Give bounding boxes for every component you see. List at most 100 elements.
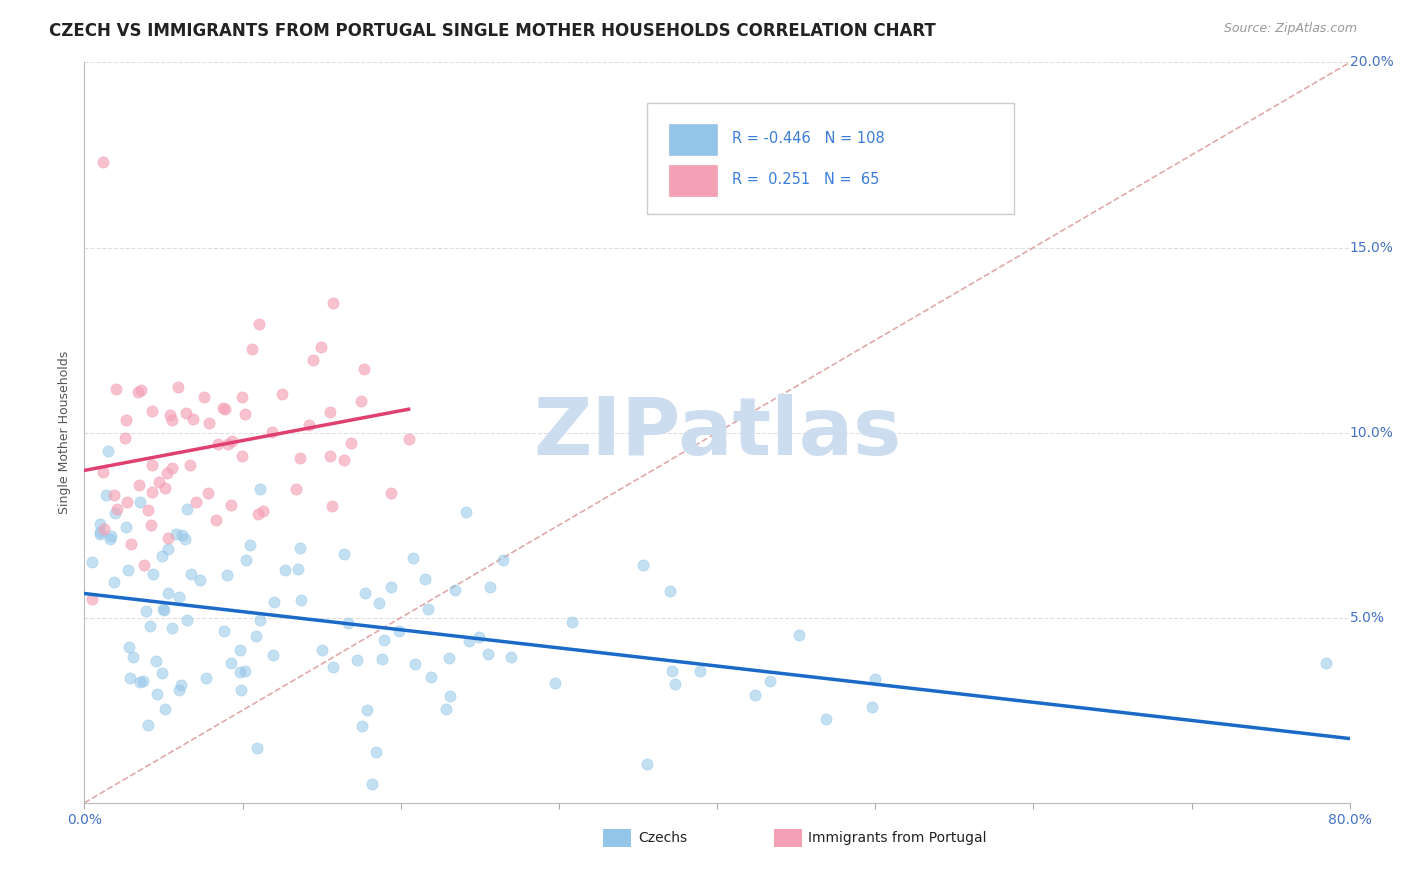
Point [380,580,402,594]
Point [439,689,461,703]
Point [93,465,115,479]
Point [350,393,373,408]
Point [129,494,152,508]
Point [319,449,342,463]
Text: Immigrants from Portugal: Immigrants from Portugal [808,830,987,845]
Point [180,567,202,582]
Point [165,526,187,541]
Point [477,648,499,662]
Text: ZIPatlas: ZIPatlas [533,393,901,472]
Point [290,593,312,607]
Point [176,613,198,627]
Text: CZECH VS IMMIGRANTS FROM PORTUGAL SINGLE MOTHER HOUSEHOLDS CORRELATION CHART: CZECH VS IMMIGRANTS FROM PORTUGAL SINGLE… [49,22,936,40]
Text: R = -0.446   N = 108: R = -0.446 N = 108 [733,131,884,146]
Point [120,537,142,551]
Point [233,408,256,422]
Point [309,340,332,354]
Point [689,665,711,679]
FancyBboxPatch shape [648,103,1015,214]
Point [298,418,321,433]
Point [219,499,242,513]
Point [204,513,226,527]
Point [129,383,152,397]
Point [247,318,270,332]
Point [245,629,267,643]
Point [105,502,128,516]
Point [285,482,308,496]
Point [157,586,180,600]
Point [221,434,243,449]
Point [364,745,387,759]
Text: 5.0%: 5.0% [1350,611,1385,624]
Text: 20.0%: 20.0% [1350,55,1393,70]
Point [167,682,190,697]
Point [229,643,252,657]
Point [388,624,411,639]
Point [156,467,179,481]
Point [212,624,235,639]
Point [150,549,173,563]
Point [444,583,467,598]
Point [132,558,155,573]
Point [217,437,239,451]
Point [815,712,838,726]
Point [402,550,425,565]
Point [263,594,285,608]
Point [636,756,658,771]
Point [212,401,235,416]
Point [249,483,271,497]
Point [155,702,177,716]
Point [89,526,111,541]
Point [758,674,780,689]
Point [319,405,342,419]
Point [262,648,284,662]
Point [404,657,426,671]
Text: Czechs: Czechs [638,830,688,845]
Point [235,552,257,566]
Point [322,659,344,673]
Point [501,649,523,664]
Point [169,590,191,604]
Point [122,649,145,664]
Point [128,674,150,689]
Point [170,527,193,541]
Point [169,678,191,692]
Point [141,404,163,418]
Point [214,401,236,416]
Point [156,542,179,557]
Point [246,507,269,521]
Point [380,485,402,500]
Point [159,408,181,422]
Point [136,502,159,516]
Point [145,654,167,668]
Point [437,651,460,665]
Point [346,653,368,667]
Point [229,682,252,697]
Point [245,741,267,756]
Point [478,580,501,594]
Point [167,380,190,394]
Point [340,436,363,450]
Point [353,362,375,376]
Point [150,665,173,680]
Point [194,671,217,685]
Point [193,390,215,404]
Point [93,522,115,536]
Y-axis label: Single Mother Households: Single Mother Households [58,351,72,515]
Point [184,495,207,509]
Point [290,450,312,465]
Point [100,528,122,542]
Point [456,505,478,519]
Point [128,478,150,492]
Point [104,507,127,521]
Point [135,604,157,618]
Point [288,541,311,555]
Point [333,453,356,467]
Point [311,642,333,657]
Point [260,425,283,440]
Point [322,296,344,310]
Point [197,486,219,500]
Point [354,586,377,600]
Point [1315,656,1337,670]
Point [231,450,253,464]
